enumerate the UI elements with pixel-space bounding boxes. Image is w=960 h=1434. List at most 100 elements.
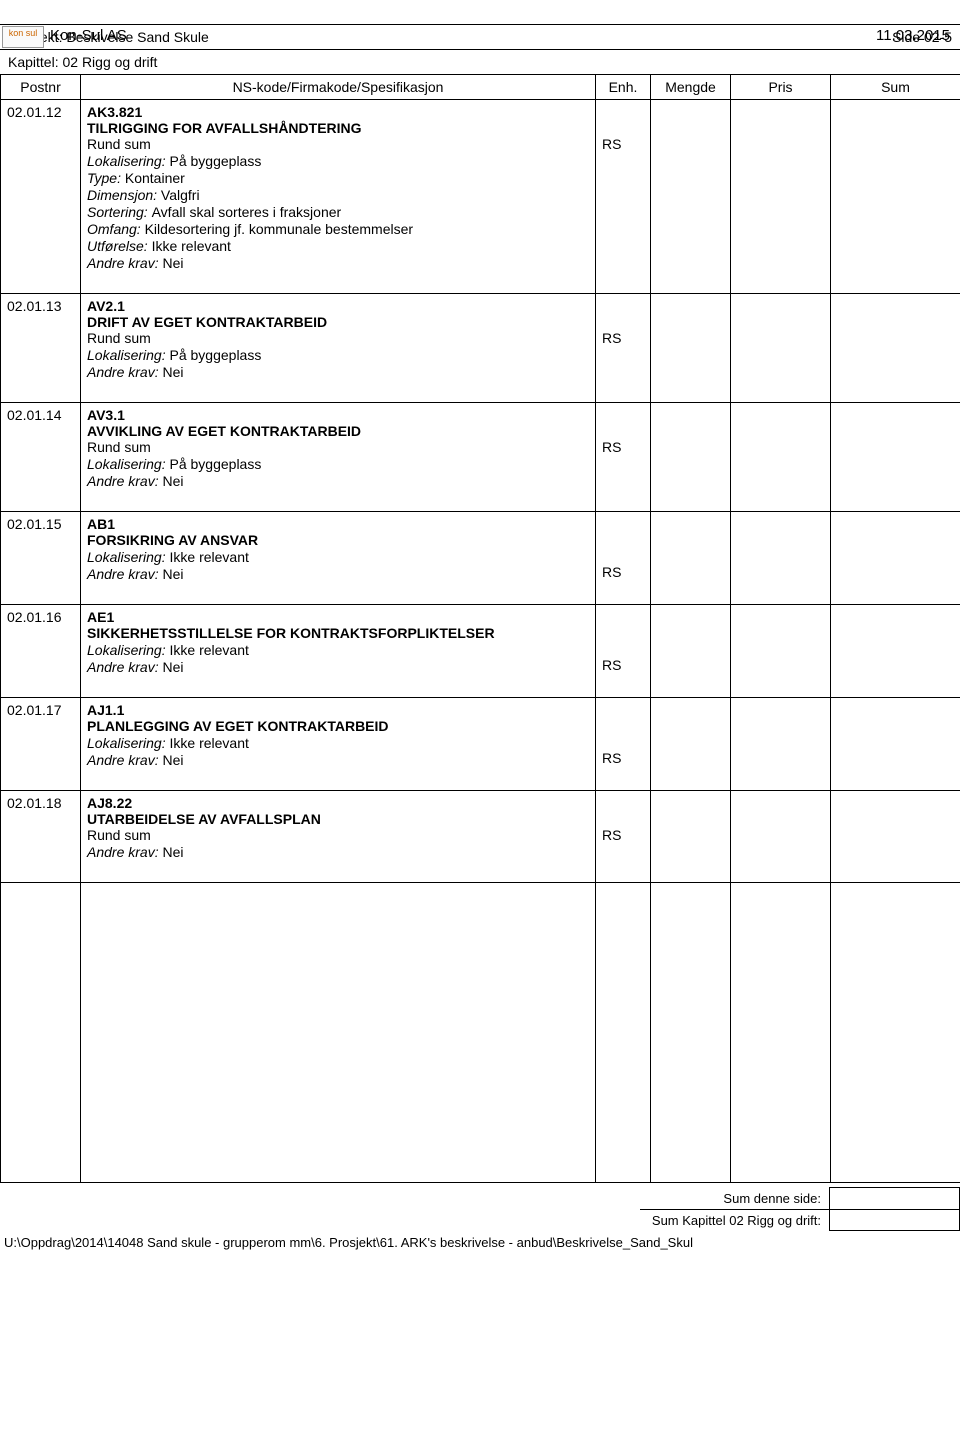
spec-title: UTARBEIDELSE AV AVFALLSPLAN	[87, 811, 589, 827]
spec-detail-line: Lokalisering: Ikke relevant	[87, 735, 589, 751]
postnr-cell: 02.01.13	[1, 294, 81, 403]
footer-file-path: U:\Oppdrag\2014\14048 Sand skule - grupp…	[0, 1231, 960, 1250]
spec-code: AJ8.22	[87, 795, 589, 811]
table-row: 02.01.15AB1FORSIKRING AV ANSVARLokaliser…	[1, 512, 960, 605]
spec-cell: AV3.1AVVIKLING AV EGET KONTRAKTARBEIDRun…	[81, 403, 596, 512]
document-date: 11.03.2015	[876, 27, 950, 44]
sum-cell	[831, 698, 960, 791]
rund-sum-label: Rund sum	[87, 827, 589, 843]
spec-title: TILRIGGING FOR AVFALLSHÅNDTERING	[87, 120, 589, 136]
spec-detail-line: Type: Kontainer	[87, 170, 589, 186]
spec-code: AE1	[87, 609, 589, 625]
spec-cell: AB1FORSIKRING AV ANSVARLokalisering: Ikk…	[81, 512, 596, 605]
mengde-cell	[651, 403, 731, 512]
filler-row	[1, 883, 960, 1183]
table-row: 02.01.14AV3.1AVVIKLING AV EGET KONTRAKTA…	[1, 403, 960, 512]
postnr-cell: 02.01.18	[1, 791, 81, 883]
spec-code: AB1	[87, 516, 589, 532]
postnr-cell: 02.01.17	[1, 698, 81, 791]
pris-cell	[731, 512, 831, 605]
table-row: 02.01.17AJ1.1PLANLEGGING AV EGET KONTRAK…	[1, 698, 960, 791]
spec-cell: AE1SIKKERHETSSTILLELSE FOR KONTRAKTSFORP…	[81, 605, 596, 698]
table-row: 02.01.16AE1SIKKERHETSSTILLELSE FOR KONTR…	[1, 605, 960, 698]
spec-code: AV2.1	[87, 298, 589, 314]
mengde-cell	[651, 698, 731, 791]
sum-cell	[831, 294, 960, 403]
spec-detail-line: Lokalisering: På byggeplass	[87, 347, 589, 363]
spec-detail-line: Utførelse: Ikke relevant	[87, 238, 589, 254]
spec-detail-line: Sortering: Avfall skal sorteres i fraksj…	[87, 204, 589, 220]
spec-detail-line: Andre krav: Nei	[87, 473, 589, 489]
footer-sums: Sum denne side: Sum Kapittel 02 Rigg og …	[0, 1187, 960, 1231]
spec-detail-line: Lokalisering: På byggeplass	[87, 153, 589, 169]
unit-label: RS	[602, 750, 644, 766]
company-logo: kon sul	[2, 26, 44, 48]
unit-label: RS	[602, 330, 644, 346]
pris-cell	[731, 294, 831, 403]
sum-page-label: Sum denne side:	[640, 1188, 830, 1210]
spec-detail-line: Andre krav: Nei	[87, 752, 589, 768]
enh-cell: RS	[596, 791, 651, 883]
pris-cell	[731, 403, 831, 512]
spec-detail-line: Andre krav: Nei	[87, 659, 589, 675]
enh-cell: RS	[596, 605, 651, 698]
postnr-cell: 02.01.14	[1, 403, 81, 512]
spec-title: PLANLEGGING AV EGET KONTRAKTARBEID	[87, 718, 589, 734]
enh-cell: RS	[596, 698, 651, 791]
company-name: Kon-Sul AS	[50, 27, 127, 44]
col-postnr: Postnr	[1, 75, 81, 100]
unit-label: RS	[602, 564, 644, 580]
spec-code: AJ1.1	[87, 702, 589, 718]
spec-detail-line: Andre krav: Nei	[87, 844, 589, 860]
sum-cell	[831, 100, 960, 294]
unit-label: RS	[602, 136, 644, 152]
sum-cell	[831, 605, 960, 698]
enh-cell: RS	[596, 294, 651, 403]
unit-label: RS	[602, 657, 644, 673]
spec-cell: AJ8.22UTARBEIDELSE AV AVFALLSPLANRund su…	[81, 791, 596, 883]
enh-cell: RS	[596, 100, 651, 294]
unit-label: RS	[602, 827, 644, 843]
spec-table: Postnr NS-kode/Firmakode/Spesifikasjon E…	[0, 74, 960, 1183]
rund-sum-label: Rund sum	[87, 439, 589, 455]
col-enh: Enh.	[596, 75, 651, 100]
sum-cell	[831, 512, 960, 605]
pris-cell	[731, 791, 831, 883]
mengde-cell	[651, 605, 731, 698]
postnr-cell: 02.01.12	[1, 100, 81, 294]
mengde-cell	[651, 791, 731, 883]
pris-cell	[731, 100, 831, 294]
spec-detail-line: Lokalisering: Ikke relevant	[87, 642, 589, 658]
logo-text: kon sul	[9, 28, 38, 38]
sum-chapter-value	[830, 1209, 960, 1231]
spec-detail-line: Andre krav: Nei	[87, 255, 589, 271]
page-container: kon sul Kon-Sul AS 11.03.2015 Prosjekt: …	[0, 24, 960, 1434]
col-sum: Sum	[831, 75, 960, 100]
chapter-row: Kapittel: 02 Rigg og drift	[0, 49, 960, 74]
spec-cell: AJ1.1PLANLEGGING AV EGET KONTRAKTARBEIDL…	[81, 698, 596, 791]
project-row: Prosjekt: Beskivelse Sand Skule Side 02-…	[0, 24, 960, 49]
spec-title: AVVIKLING AV EGET KONTRAKTARBEID	[87, 423, 589, 439]
postnr-cell: 02.01.16	[1, 605, 81, 698]
mengde-cell	[651, 294, 731, 403]
spec-code: AK3.821	[87, 104, 589, 120]
spec-title: FORSIKRING AV ANSVAR	[87, 532, 589, 548]
table-row: 02.01.12AK3.821TILRIGGING FOR AVFALLSHÅN…	[1, 100, 960, 294]
spec-detail-line: Andre krav: Nei	[87, 364, 589, 380]
col-pris: Pris	[731, 75, 831, 100]
enh-cell: RS	[596, 512, 651, 605]
table-row: 02.01.13AV2.1DRIFT AV EGET KONTRAKTARBEI…	[1, 294, 960, 403]
rund-sum-label: Rund sum	[87, 136, 589, 152]
spec-detail-line: Omfang: Kildesortering jf. kommunale bes…	[87, 221, 589, 237]
enh-cell: RS	[596, 403, 651, 512]
footer-sum-table: Sum denne side: Sum Kapittel 02 Rigg og …	[640, 1187, 960, 1231]
spec-cell: AK3.821TILRIGGING FOR AVFALLSHÅNDTERINGR…	[81, 100, 596, 294]
pris-cell	[731, 605, 831, 698]
unit-label: RS	[602, 439, 644, 455]
spec-cell: AV2.1DRIFT AV EGET KONTRAKTARBEIDRund su…	[81, 294, 596, 403]
mengde-cell	[651, 512, 731, 605]
spec-detail-line: Dimensjon: Valgfri	[87, 187, 589, 203]
col-mengde: Mengde	[651, 75, 731, 100]
spec-detail-line: Lokalisering: På byggeplass	[87, 456, 589, 472]
spec-code: AV3.1	[87, 407, 589, 423]
